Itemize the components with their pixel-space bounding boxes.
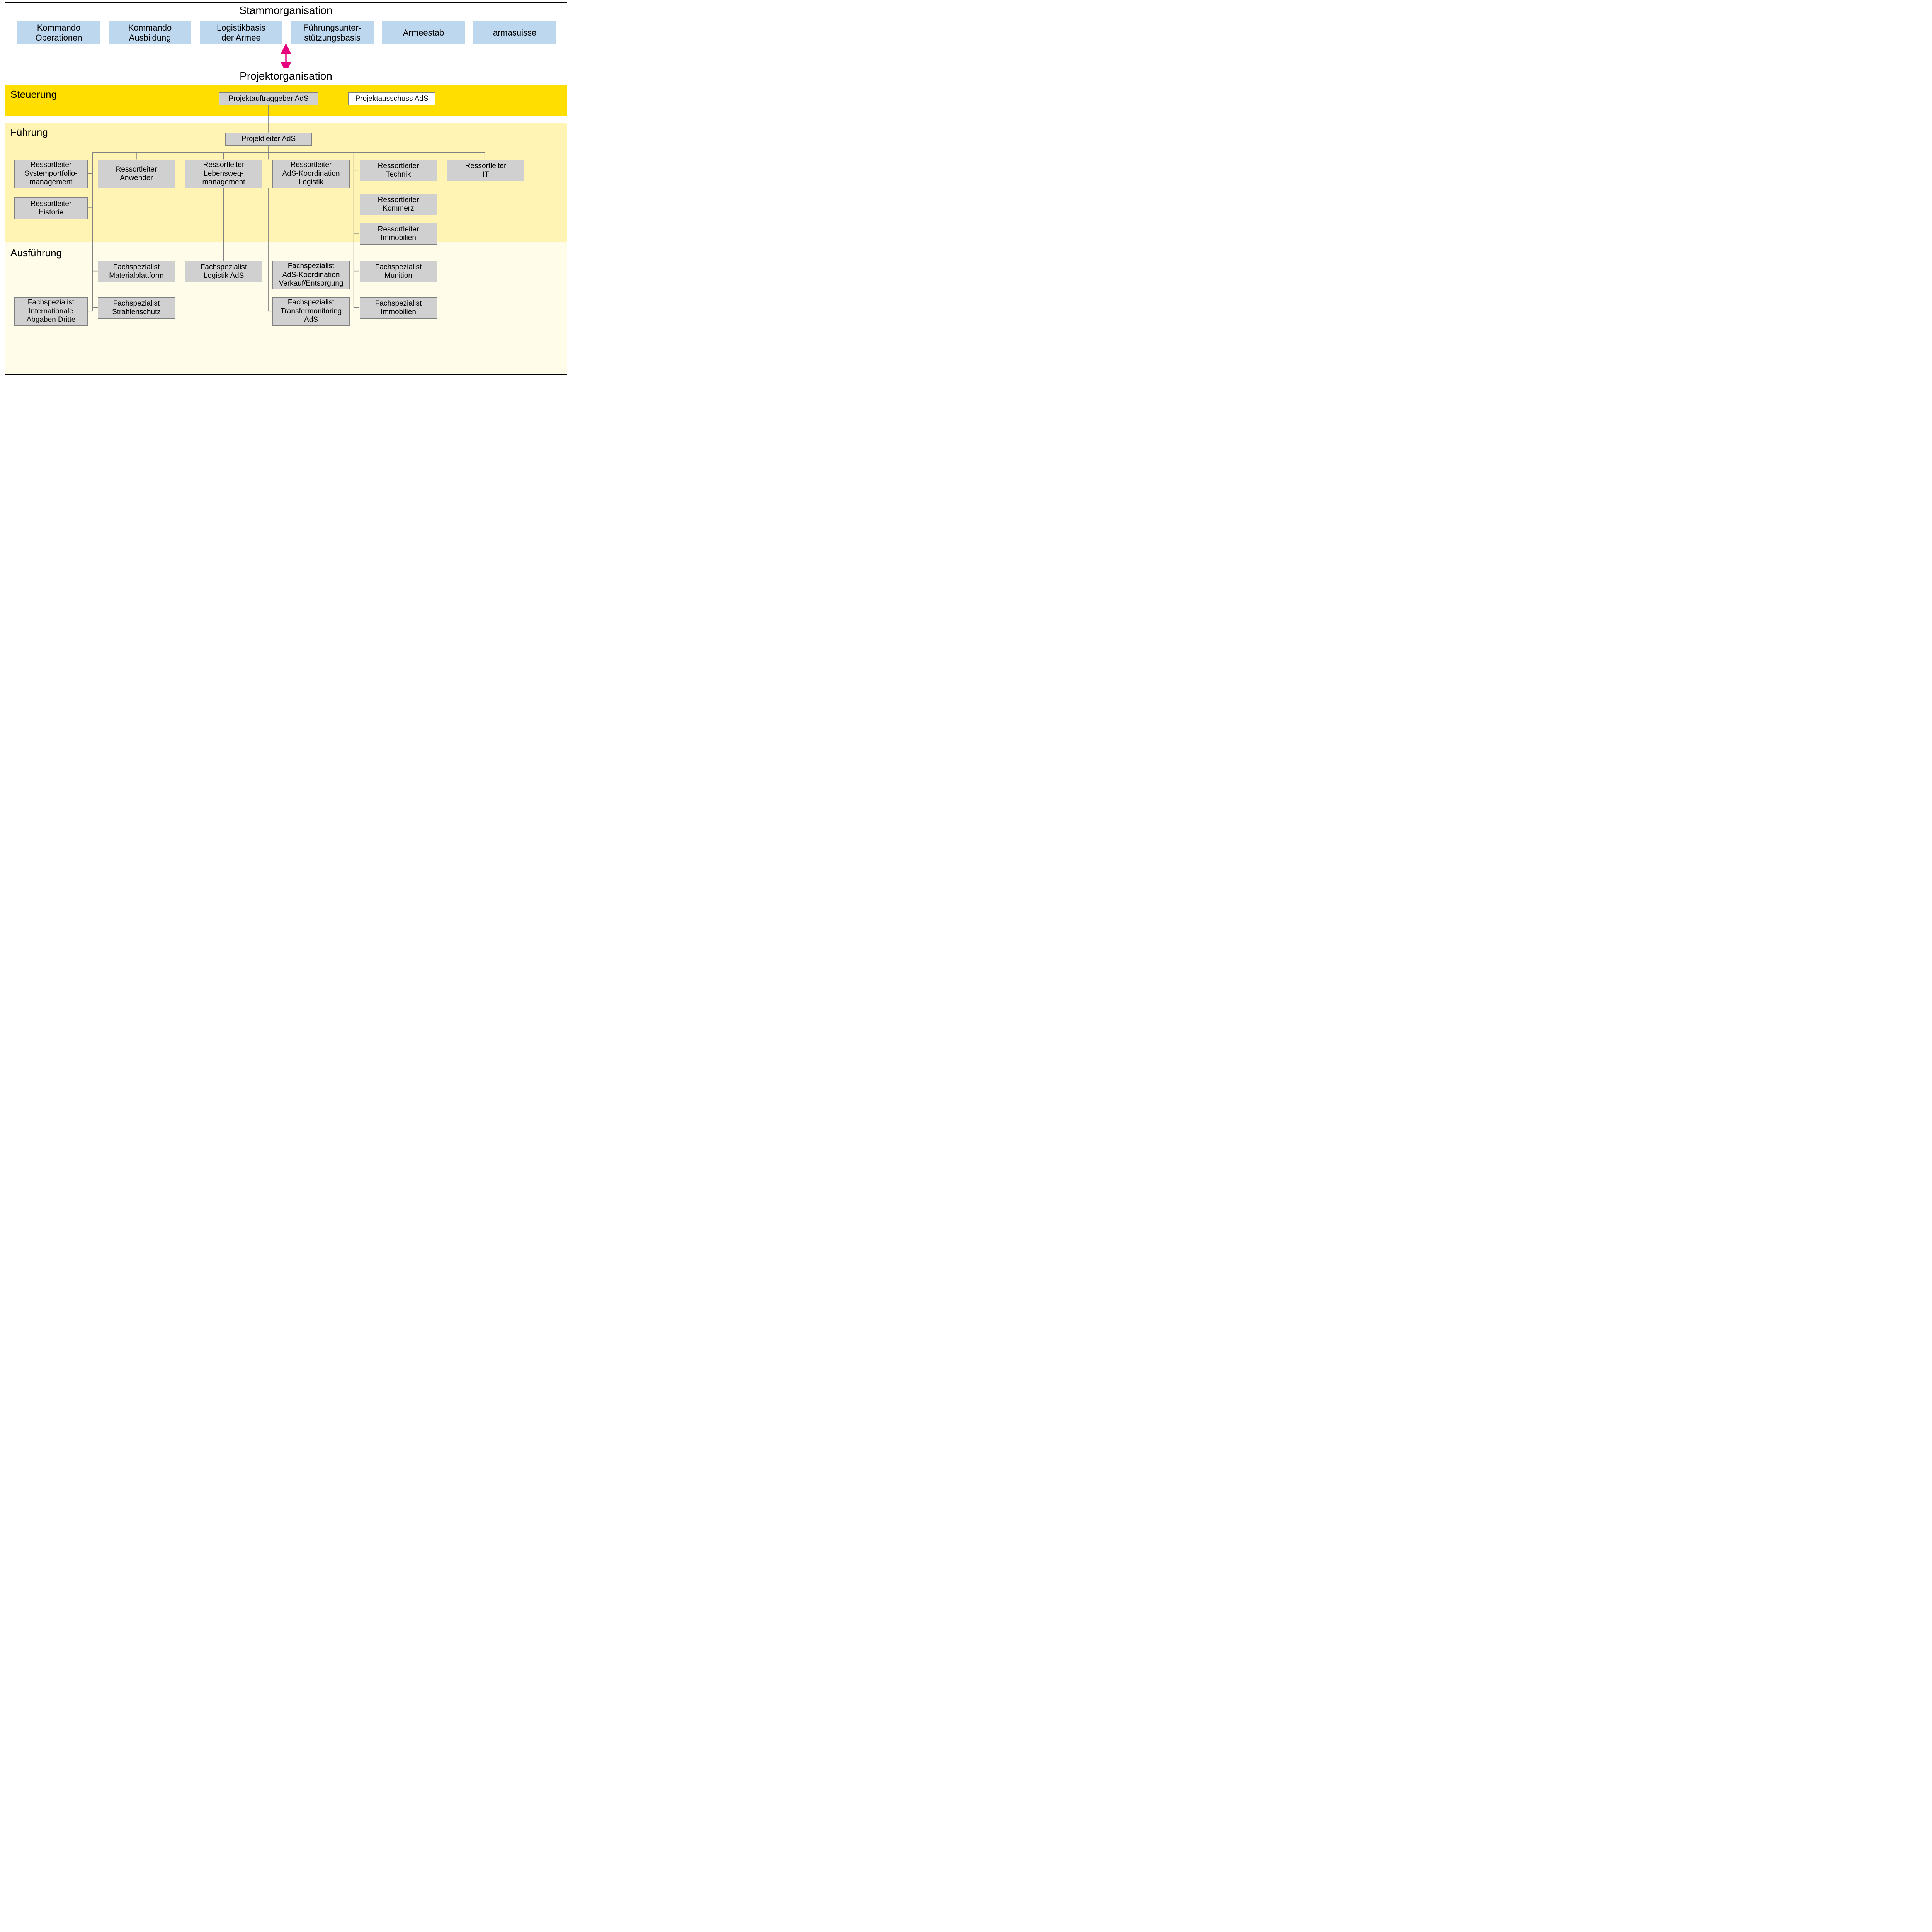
rl-spm: Ressortleiter Systemportfolio- managemen…: [14, 160, 88, 188]
fs-mun: Fachspezialist Munition: [360, 261, 437, 282]
stamm-title: Stammorganisation: [5, 3, 567, 17]
org-diagram: Stammorganisation Kommando Operationen Kom…: [0, 0, 572, 379]
stamm-logbasis: Logistikbasis der Armee: [200, 21, 282, 44]
label-ausfuehrung: Ausführung: [10, 247, 62, 259]
fs-koord: Fachspezialist AdS-Koordination Verkauf/…: [272, 261, 350, 289]
rl-it: Ressortleiter IT: [447, 160, 524, 181]
rl-lwm: Ressortleiter Lebensweg- management: [185, 160, 262, 188]
pl: Projektleiter AdS: [225, 133, 312, 146]
stamm-kdo-op: Kommando Operationen: [17, 21, 100, 44]
label-fuehrung: Führung: [10, 126, 48, 138]
label-steuerung: Steuerung: [10, 88, 57, 100]
stamm-armasuisse: armasuisse: [473, 21, 556, 44]
fs-matpl: Fachspezialist Materialplattform: [98, 261, 175, 282]
stamm-panel: Stammorganisation Kommando Operationen Kom…: [5, 2, 567, 48]
fs-log: Fachspezialist Logistik AdS: [185, 261, 262, 282]
stamm-armeestab: Armeestab: [382, 21, 465, 44]
stamm-fub: Führungsunter- stützungsbasis: [291, 21, 374, 44]
rl-immo: Ressortleiter Immobilien: [360, 223, 437, 245]
stamm-kdo-ausb: Kommando Ausbildung: [109, 21, 191, 44]
fs-immo: Fachspezialist Immobilien: [360, 297, 437, 319]
rl-hist: Ressortleiter Historie: [14, 197, 88, 219]
projekt-panel: Projektorganisation Steuerung Führung Ausfü…: [5, 68, 567, 375]
rl-anw: Ressortleiter Anwender: [98, 160, 175, 188]
fs-intl: Fachspezialist Internationale Abgaben Dr…: [14, 297, 88, 326]
pag: Projektauftraggeber AdS: [219, 92, 318, 105]
rl-komm: Ressortleiter Kommerz: [360, 194, 437, 215]
fs-strahl: Fachspezialist Strahlenschutz: [98, 297, 175, 319]
ausschuss: Projektausschuss AdS: [348, 92, 435, 105]
rl-tech: Ressortleiter Technik: [360, 160, 437, 181]
fs-trans: Fachspezialist Transfermonitoring AdS: [272, 297, 350, 326]
rl-koord: Ressortleiter AdS-Koordination Logistik: [272, 160, 350, 188]
projekt-title: Projektorganisation: [5, 68, 567, 82]
